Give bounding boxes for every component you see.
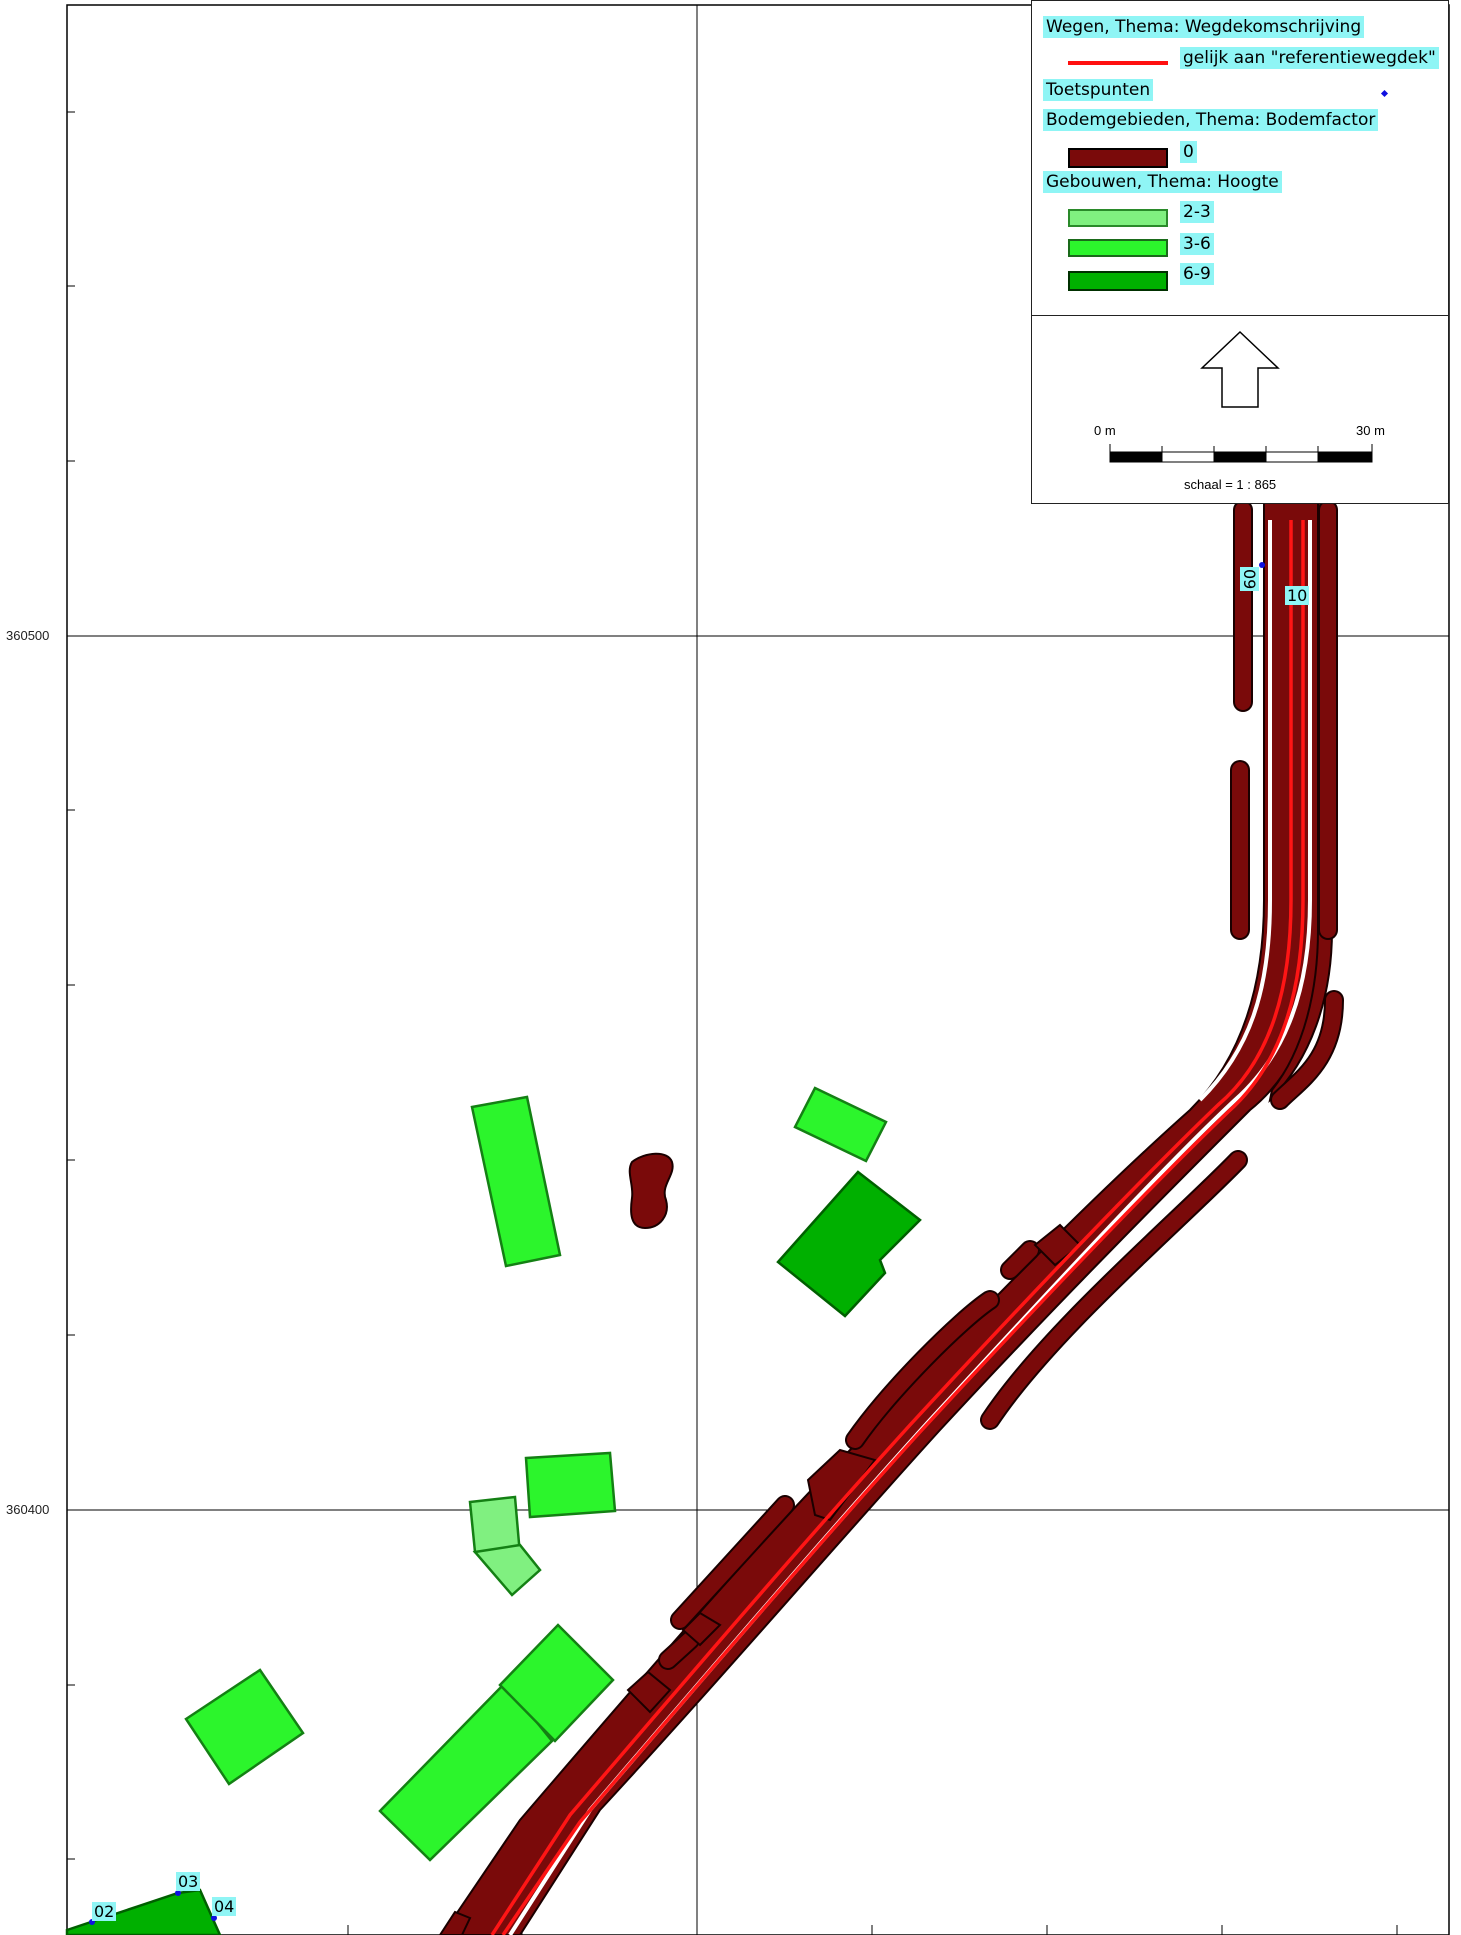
left-axis-ticks xyxy=(67,111,75,1860)
legend-building-label-2-3: 2-3 xyxy=(1180,201,1214,223)
point-label-02: 02 xyxy=(92,1902,117,1921)
map-legend: Wegen, Thema: Wegdekomschrijving gelijk … xyxy=(1031,0,1449,504)
scale-ratio-label: schaal = 1 : 865 xyxy=(1184,477,1277,492)
legend-building-label-6-9: 6-9 xyxy=(1180,263,1214,285)
building-6-9-corner xyxy=(65,1888,222,1935)
building-3-6-e xyxy=(378,1681,554,1862)
y-label-360400: 360400 xyxy=(6,1502,50,1517)
soil-blocks xyxy=(438,1223,1082,1935)
legend-building-swatch-3-6 xyxy=(1068,239,1168,257)
point-label-10: 10 xyxy=(1285,586,1310,605)
soil-area-main-band xyxy=(440,499,1327,1935)
point-label-03: 03 xyxy=(176,1872,201,1891)
north-arrow-and-scalebar xyxy=(1109,330,1373,463)
scale-bar xyxy=(1109,444,1373,463)
road-line-1 xyxy=(490,520,1293,1935)
legend-soil-swatch xyxy=(1068,148,1168,168)
point-label-09: 09 xyxy=(1240,567,1259,592)
legend-testpoints-title: Toetspunten xyxy=(1043,79,1154,101)
building-3-6-d xyxy=(184,1668,305,1786)
building-3-6-c xyxy=(524,1451,617,1519)
point-label-04: 04 xyxy=(212,1897,237,1916)
legend-building-swatch-6-9 xyxy=(1068,271,1168,291)
scale-area: 0 m 30 m schaal = 1 : 865 xyxy=(1032,316,1448,504)
building-3-6-f xyxy=(498,1623,615,1743)
soil-area-blob xyxy=(628,1152,674,1230)
test-point-09 xyxy=(1259,562,1265,568)
legend-roads-title: Wegen, Thema: Wegdekomschrijving xyxy=(1043,16,1365,38)
north-arrow-icon xyxy=(1200,330,1280,408)
legend-building-label-3-6: 3-6 xyxy=(1180,233,1214,255)
legend-building-swatch-2-3 xyxy=(1068,209,1168,227)
legend-entries: Wegen, Thema: Wegdekomschrijving gelijk … xyxy=(1032,1,1448,316)
legend-road-item: gelijk aan "referentiewegdek" xyxy=(1180,47,1439,69)
scale-start-label: 0 m xyxy=(1094,423,1116,438)
road-line-2 xyxy=(501,520,1305,1935)
y-label-360500: 360500 xyxy=(6,628,50,643)
legend-buildings-title: Gebouwen, Thema: Hoogte xyxy=(1043,171,1282,193)
legend-testpoint-marker xyxy=(1380,89,1389,98)
legend-soil-item: 0 xyxy=(1180,141,1197,163)
scale-end-label: 30 m xyxy=(1356,423,1385,438)
soil-strips xyxy=(660,502,1342,1668)
buildings xyxy=(65,1086,922,1935)
road-lines xyxy=(490,520,1305,1935)
building-6-9 xyxy=(776,1170,922,1318)
building-2-3-b xyxy=(472,1543,542,1597)
test-point-03 xyxy=(175,1890,181,1896)
building-3-6-b xyxy=(793,1086,888,1163)
test-point-04 xyxy=(211,1915,217,1921)
legend-road-swatch xyxy=(1068,61,1168,65)
building-3-6-a xyxy=(470,1095,562,1268)
legend-soil-title: Bodemgebieden, Thema: Bodemfactor xyxy=(1043,109,1379,131)
